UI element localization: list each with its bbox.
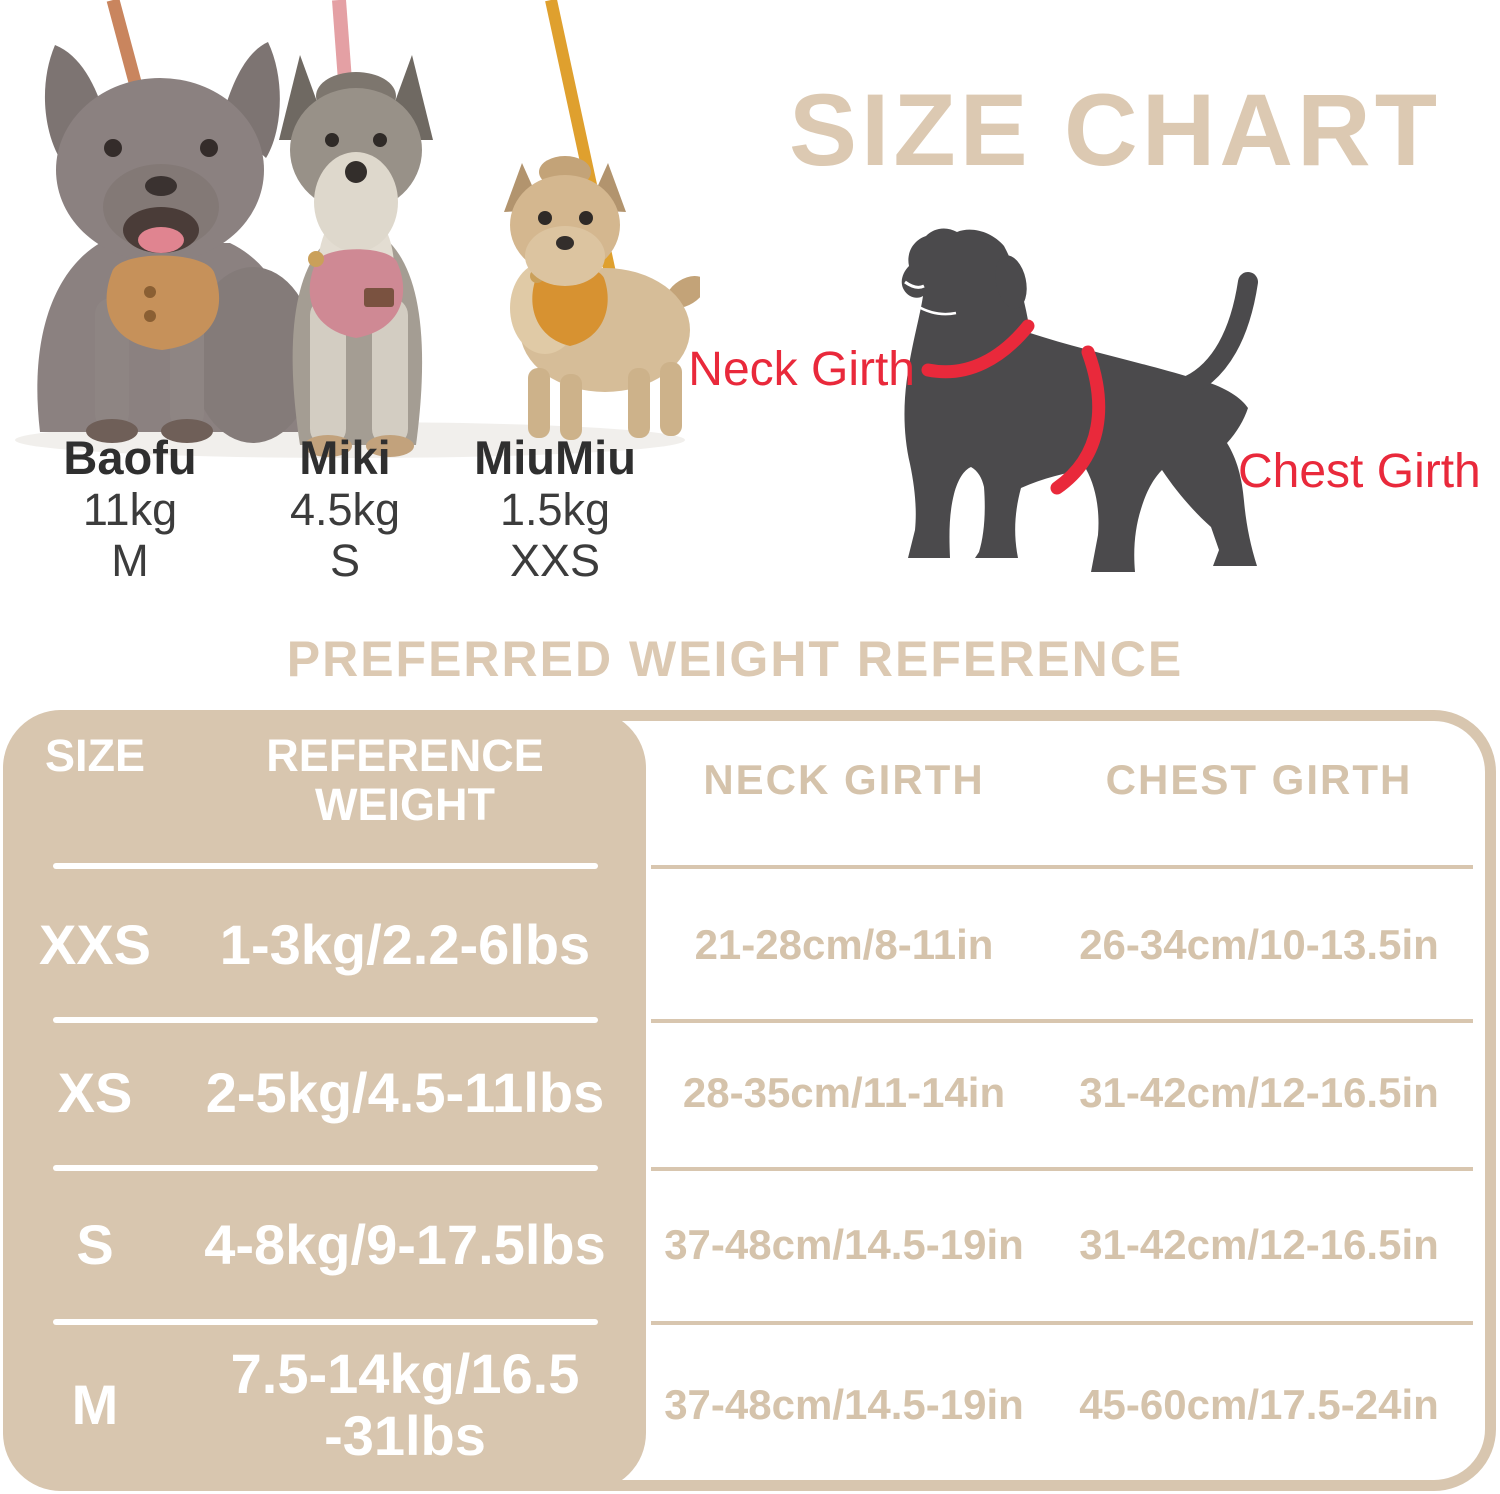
dog-size: S (329, 535, 360, 586)
neck-girth-cell: 37-48cm/14.5-19in (664, 1381, 1024, 1428)
weight-line-1: 7.5-14kg/16.5 (230, 1342, 580, 1406)
dog-weight: 11kg (82, 484, 178, 535)
row-divider (53, 1165, 598, 1171)
column-header-size: SIZE (44, 730, 146, 781)
row-divider (651, 1321, 1473, 1325)
column-header-chest-girth: CHEST GIRTH (1105, 756, 1413, 803)
chest-girth-cell: 31-42cm/12-16.5in (1079, 1221, 1439, 1268)
size-cell: XS (57, 1061, 133, 1125)
mouth-line (904, 280, 925, 289)
weight-cell: 2-5kg/4.5-11lbs (205, 1061, 605, 1125)
neck-girth-cell: 37-48cm/14.5-19in (664, 1221, 1024, 1268)
model-caption-miki: Miki 4.5kg S (225, 431, 465, 587)
three-dogs-photo (15, 0, 700, 458)
size-cell: XXS (38, 913, 152, 977)
row-divider (53, 1017, 598, 1023)
chest-girth-cell: 31-42cm/12-16.5in (1079, 1069, 1439, 1116)
weight-cell: 7.5-14kg/16.5 -31lbs (175, 1325, 635, 1485)
dog-size: M (111, 535, 149, 586)
dog-tail (1180, 272, 1258, 395)
size-reference-table: SIZE REFERENCE WEIGHT NECK GIRTH CHEST G… (3, 710, 1496, 1491)
size-cell: M (71, 1373, 119, 1437)
row-divider (651, 1019, 1473, 1023)
dog-name: Baofu (63, 431, 197, 484)
weight-cell: 4-8kg/9-17.5lbs (204, 1213, 606, 1277)
chest-girth-cell: 45-60cm/17.5-24in (1079, 1381, 1439, 1428)
chest-girth-label: Chest Girth (1238, 445, 1481, 498)
neck-girth-cell: 21-28cm/8-11in (694, 921, 994, 968)
neck-girth-cell: 28-35cm/11-14in (682, 1069, 1006, 1116)
dog-weight: 1.5kg (499, 484, 611, 535)
row-divider (53, 1319, 598, 1325)
dog-baofu-illustration (37, 42, 315, 443)
dog-name: Miki (299, 431, 391, 484)
model-caption-miumiu: MiuMiu 1.5kg XXS (435, 431, 675, 587)
weight-cell: 1-3kg/2.2-6lbs (219, 913, 591, 977)
dog-measurement-diagram (901, 228, 1258, 572)
dog-miumiu-illustration (504, 156, 700, 440)
row-divider (651, 1167, 1473, 1171)
chest-girth-cell: 26-34cm/10-13.5in (1079, 921, 1439, 968)
column-header-neck-girth: NECK GIRTH (703, 756, 985, 803)
column-header-reference-weight-text: REFERENCE WEIGHT (266, 730, 544, 830)
dog-silhouette (901, 228, 1257, 572)
table-left-panel (3, 710, 646, 1491)
column-header-reference-weight: REFERENCE WEIGHT (175, 730, 635, 842)
row-divider (651, 865, 1473, 869)
model-caption-baofu: Baofu 11kg M (10, 431, 250, 587)
jaw-line (916, 304, 957, 316)
section-subtitle: PREFERRED WEIGHT REFERENCE (286, 631, 1184, 687)
neck-girth-strap (921, 319, 1035, 379)
neck-girth-label: Neck Girth (688, 343, 915, 396)
dog-size: XXS (509, 535, 601, 586)
page-title: SIZE CHART (789, 73, 1441, 187)
row-divider (53, 863, 598, 869)
dog-miki-illustration (279, 55, 433, 457)
size-cell: S (76, 1213, 114, 1277)
chest-girth-strap (1050, 345, 1106, 495)
dog-weight: 4.5kg (289, 484, 401, 535)
dog-name: MiuMiu (474, 431, 636, 484)
dog-ear (995, 255, 1027, 309)
weight-line-2: -31lbs (324, 1404, 486, 1467)
